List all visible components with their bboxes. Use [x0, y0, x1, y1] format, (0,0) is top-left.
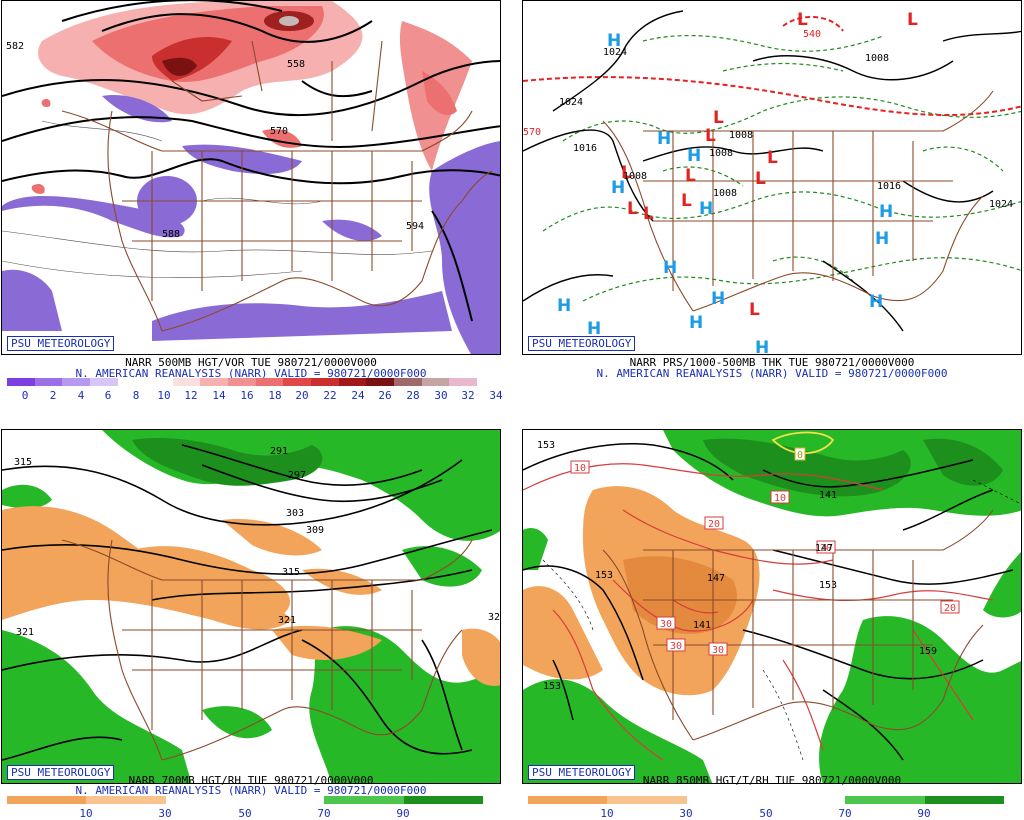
caption-line2: N. AMERICAN REANALYSIS (NARR) VALID = 98…: [75, 784, 427, 797]
svg-text:H: H: [557, 296, 571, 316]
svg-text:147: 147: [707, 573, 725, 584]
svg-text:20: 20: [820, 543, 832, 554]
map-850mb-temp-rh: 10 10 20 20 30 30 30 20 0 153 153 147 14…: [522, 429, 1022, 784]
low-pressure-centers: L L L L L L L L L L L L: [621, 10, 918, 320]
svg-text:303: 303: [286, 508, 304, 519]
svg-text:570: 570: [523, 127, 541, 138]
svg-text:L: L: [797, 10, 808, 30]
panel-pressure-thickness: H H H H H H H H H H H H H H L L L L L: [522, 0, 1024, 400]
svg-text:0: 0: [797, 450, 803, 461]
svg-text:570: 570: [270, 126, 288, 137]
svg-text:10: 10: [574, 463, 586, 474]
map-500mb-vorticity: 582 558 570 588 594 PSU METEOROLOGY: [1, 0, 501, 355]
svg-text:H: H: [663, 258, 677, 278]
svg-text:1008: 1008: [713, 188, 737, 199]
svg-text:L: L: [685, 166, 696, 186]
svg-text:L: L: [627, 199, 638, 219]
svg-text:558: 558: [287, 59, 305, 70]
svg-text:159: 159: [919, 646, 937, 657]
svg-text:141: 141: [819, 490, 837, 501]
vorticity-colorbar: [7, 378, 477, 386]
svg-text:L: L: [755, 169, 766, 189]
svg-text:321: 321: [16, 627, 34, 638]
svg-text:1024: 1024: [559, 97, 583, 108]
svg-text:582: 582: [6, 41, 24, 52]
svg-text:H: H: [755, 338, 769, 355]
svg-text:H: H: [869, 292, 883, 312]
svg-text:H: H: [879, 202, 893, 222]
svg-text:1008: 1008: [865, 53, 889, 64]
svg-text:H: H: [587, 319, 601, 339]
svg-text:H: H: [711, 289, 725, 309]
panel-500mb-vorticity: 582 558 570 588 594 PSU METEOROLOGY NARR…: [1, 0, 503, 402]
psu-meteorology-badge: PSU METEOROLOGY: [7, 765, 115, 780]
svg-text:32: 32: [488, 612, 500, 623]
rh-colorbar: [528, 796, 1004, 804]
caption-line1: NARR PRS/1000-500MB THK TUE 980721/0000V…: [629, 356, 915, 369]
svg-text:1024: 1024: [603, 47, 627, 58]
psu-meteorology-badge: PSU METEOROLOGY: [7, 336, 115, 351]
caption-line1: NARR 850MB HGT/T/RH TUE 980721/0000V000: [642, 774, 902, 787]
panel-850mb-temp-rh: 10 10 20 20 30 30 30 20 0 153 153 147 14…: [522, 419, 1024, 820]
caption-line2: N. AMERICAN REANALYSIS (NARR) VALID = 98…: [75, 367, 427, 380]
svg-text:H: H: [611, 178, 625, 198]
svg-text:L: L: [643, 204, 654, 224]
svg-text:315: 315: [282, 567, 300, 578]
vorticity-colorbar-ticks: 0 2 4 6 8 10 12 14 16 18 20 22 24 26 28 …: [21, 389, 503, 402]
svg-text:L: L: [749, 300, 760, 320]
svg-text:H: H: [607, 31, 621, 51]
svg-text:315: 315: [14, 457, 32, 468]
map-700mb-rh: 315 291 297 303 309 315 321 321 32 PSU M…: [1, 429, 501, 784]
svg-text:309: 309: [306, 525, 324, 536]
svg-text:297: 297: [288, 470, 306, 481]
svg-text:L: L: [681, 191, 692, 211]
svg-text:L: L: [767, 148, 778, 168]
svg-text:L: L: [907, 10, 918, 30]
svg-text:153: 153: [595, 570, 613, 581]
svg-text:20: 20: [708, 519, 720, 530]
svg-text:153: 153: [537, 440, 555, 451]
panel-700mb-rh: 315 291 297 303 309 315 321 321 32 PSU M…: [1, 419, 503, 820]
svg-text:20: 20: [944, 603, 956, 614]
psu-meteorology-badge: PSU METEOROLOGY: [528, 336, 636, 351]
svg-text:30: 30: [660, 619, 672, 630]
svg-text:1008: 1008: [729, 130, 753, 141]
temperature-labels: 10 10 20 20 30 30 30 20 0: [570, 447, 960, 656]
svg-text:1016: 1016: [877, 181, 901, 192]
caption-line1: NARR 700MB HGT/RH TUE 980721/0000V000: [128, 774, 374, 787]
vort-min-area: [429, 141, 500, 354]
caption-line1: NARR 500MB HGT/VOR TUE 980721/0000V000: [125, 356, 377, 369]
psu-meteorology-badge: PSU METEOROLOGY: [528, 765, 636, 780]
svg-text:30: 30: [712, 645, 724, 656]
svg-text:291: 291: [270, 446, 288, 457]
svg-text:1016: 1016: [573, 143, 597, 154]
svg-text:321: 321: [278, 615, 296, 626]
svg-text:10: 10: [774, 493, 786, 504]
map-pressure-thickness: H H H H H H H H H H H H H H L L L L L: [522, 0, 1022, 355]
rh-colorbar-ticks: 10 30 50 70 90: [600, 807, 931, 820]
svg-text:H: H: [657, 129, 671, 149]
svg-text:L: L: [621, 163, 632, 183]
svg-text:L: L: [713, 108, 724, 128]
rh-colorbar-ticks: 10 30 50 70 90: [79, 807, 410, 820]
svg-text:153: 153: [543, 681, 561, 692]
svg-text:153: 153: [819, 580, 837, 591]
svg-text:H: H: [687, 146, 701, 166]
svg-text:H: H: [875, 229, 889, 249]
svg-text:H: H: [689, 313, 703, 333]
svg-text:1024: 1024: [989, 199, 1013, 210]
svg-text:1008: 1008: [623, 171, 647, 182]
svg-text:540: 540: [803, 29, 821, 40]
svg-text:1008: 1008: [709, 148, 733, 159]
high-pressure-centers: H H H H H H H H H H H H H H: [557, 31, 893, 355]
caption-line2: N. AMERICAN REANALYSIS (NARR) VALID = 98…: [596, 367, 948, 380]
svg-text:141: 141: [693, 620, 711, 631]
svg-text:594: 594: [406, 221, 424, 232]
svg-text:L: L: [705, 126, 716, 146]
svg-text:H: H: [699, 199, 713, 219]
svg-text:147: 147: [815, 543, 833, 554]
svg-text:30: 30: [670, 641, 682, 652]
rh-colorbar: [7, 796, 483, 804]
svg-text:588: 588: [162, 229, 180, 240]
